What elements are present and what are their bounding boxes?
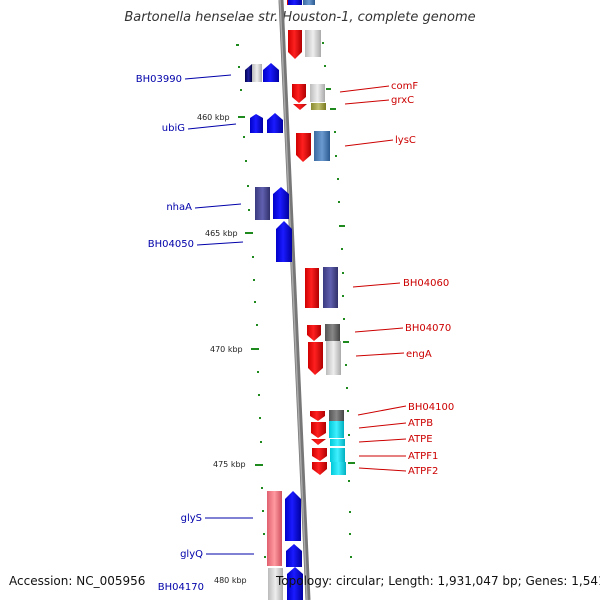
- gene-block: [330, 448, 345, 462]
- map-title: Bartonella henselae str. Houston-1, comp…: [124, 10, 476, 25]
- scale-label-470: 470 kbp: [210, 345, 243, 354]
- gene-label-BH03990[interactable]: BH03990: [136, 74, 182, 85]
- gene-label-BH04170[interactable]: BH04170: [158, 582, 204, 593]
- gene-block: [329, 410, 344, 421]
- gene-block: [303, 0, 315, 5]
- gene-arrow: [293, 104, 307, 110]
- accession-label: Accession: NC_005956: [9, 574, 146, 588]
- gene-block: [314, 131, 330, 161]
- gene-label-ATPF1[interactable]: ATPF1: [408, 451, 438, 462]
- gene-label-nhaA[interactable]: nhaA: [166, 202, 192, 213]
- left-ticks: [236, 44, 266, 558]
- gene-block: [329, 421, 344, 438]
- gene-block: [288, 0, 302, 5]
- scale-label-480: 480 kbp: [214, 576, 247, 585]
- gene-arrow: [308, 342, 323, 375]
- gene-arrow: [245, 64, 252, 82]
- right-leader-lines: [339, 85, 407, 472]
- gene-block: [326, 341, 341, 375]
- gene-block: [330, 439, 345, 446]
- gene-arrow: [292, 84, 306, 103]
- genome-backbone-highlight: [279, 0, 308, 600]
- gene-block: [305, 268, 319, 308]
- gene-arrow: [311, 422, 326, 438]
- scale-label-460: 460 kbp: [197, 113, 230, 122]
- gene-arrow: [276, 221, 292, 262]
- genome-summary: Topology: circular; Length: 1,931,047 bp…: [276, 574, 600, 588]
- genome-backbone: [278, 0, 311, 600]
- right-ticks: [322, 42, 355, 558]
- gene-label-ATPF2[interactable]: ATPF2: [408, 466, 438, 477]
- gene-label-BH04100[interactable]: BH04100: [408, 402, 454, 413]
- gene-arrow: [310, 411, 325, 421]
- gene-arrow: [287, 567, 303, 600]
- gene-arrow: [311, 439, 326, 445]
- gene-block: [305, 30, 321, 57]
- gene-label-lysC[interactable]: lysC: [395, 135, 416, 146]
- gene-arrow: [250, 114, 263, 133]
- gene-block: [311, 103, 326, 110]
- gene-label-BH04050[interactable]: BH04050: [148, 239, 194, 250]
- gene-label-ATPE[interactable]: ATPE: [408, 434, 433, 445]
- reverse-strand-genes: [287, 0, 346, 475]
- gene-arrow: [307, 325, 321, 341]
- gene-block: [323, 267, 338, 308]
- gene-label-ubiG[interactable]: ubiG: [162, 123, 185, 134]
- gene-arrow: [285, 491, 301, 541]
- gene-arrow: [267, 113, 283, 133]
- gene-arrow: [286, 544, 302, 567]
- gene-arrow: [273, 187, 289, 219]
- gene-label-grxC[interactable]: grxC: [391, 95, 414, 106]
- left-leader-lines: [184, 74, 254, 555]
- gene-arrow: [296, 133, 311, 162]
- gene-label-ATPB[interactable]: ATPB: [408, 418, 433, 429]
- gene-label-glyQ[interactable]: glyQ: [180, 549, 203, 560]
- scale-label-465: 465 kbp: [205, 229, 238, 238]
- gene-block: [268, 568, 283, 600]
- gene-block: [325, 324, 340, 341]
- gene-label-BH04060[interactable]: BH04060: [403, 278, 449, 289]
- gene-label-comF[interactable]: comF: [391, 81, 418, 92]
- gene-arrow: [312, 462, 327, 475]
- gene-arrow: [288, 30, 302, 59]
- gene-block: [255, 187, 270, 220]
- gene-block: [310, 84, 325, 102]
- gene-block: [267, 491, 282, 566]
- gene-arrow: [312, 448, 327, 461]
- scale-label-475: 475 kbp: [213, 460, 246, 469]
- gene-arrow: [263, 63, 279, 82]
- gene-label-BH04070[interactable]: BH04070: [405, 323, 451, 334]
- gene-block: [331, 462, 346, 475]
- gene-label-glyS[interactable]: glyS: [181, 513, 202, 524]
- gene-block: [252, 64, 262, 82]
- forward-strand-genes: [245, 0, 303, 600]
- gene-label-engA[interactable]: engA: [406, 349, 432, 360]
